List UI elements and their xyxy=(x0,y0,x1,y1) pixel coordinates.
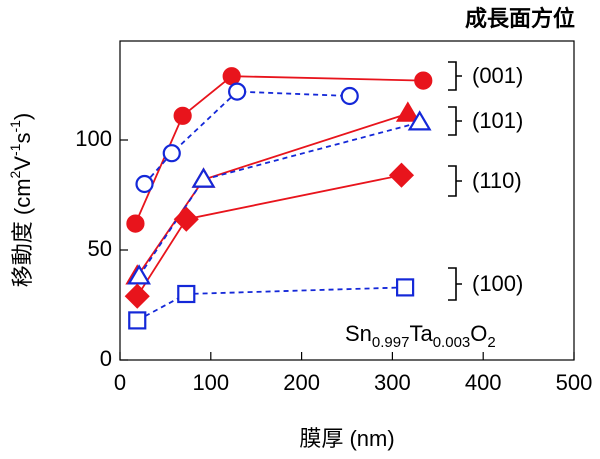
series-line xyxy=(134,75,424,224)
y-label-part: s xyxy=(10,133,35,144)
formula-sub: 0.997 xyxy=(372,334,410,351)
data-point xyxy=(177,284,196,304)
series-line xyxy=(136,112,409,277)
data-point xyxy=(127,264,151,285)
chart-title: 成長面方位 xyxy=(465,6,575,31)
data-point xyxy=(191,167,216,188)
series-line xyxy=(143,90,350,185)
x-tick-label: 300 xyxy=(374,370,411,395)
brackets xyxy=(448,61,462,301)
series-line xyxy=(136,174,402,297)
y-label-sup: -1 xyxy=(7,120,23,133)
formula-part: O xyxy=(470,321,487,346)
data-point xyxy=(395,101,420,122)
bracket xyxy=(448,61,462,91)
data-point xyxy=(388,162,415,188)
y-tick-label: 100 xyxy=(75,126,112,151)
plot-frame xyxy=(119,40,575,361)
data-point xyxy=(396,278,415,297)
orientation-label: (101) xyxy=(472,108,523,133)
data-point xyxy=(228,82,247,101)
y-label-part: 移動度 (cm xyxy=(10,178,35,287)
data-point xyxy=(135,174,154,194)
x-axis-label: 膜厚 (nm) xyxy=(299,426,394,451)
x-tick-label: 0 xyxy=(114,370,126,395)
bracket xyxy=(448,165,462,197)
y-label-sup: 2 xyxy=(7,170,23,178)
data-point xyxy=(173,206,199,232)
x-tick-label: 200 xyxy=(283,370,320,395)
x-tick-label: 100 xyxy=(192,370,229,395)
data-point xyxy=(340,86,359,106)
series-line xyxy=(138,121,420,277)
data-point xyxy=(124,283,150,309)
bracket xyxy=(448,106,462,136)
x-tick-label: 500 xyxy=(556,370,593,395)
y-label-part: V xyxy=(10,156,35,171)
data-point xyxy=(128,311,147,330)
orientation-label: (001) xyxy=(472,63,523,88)
y-axis-label: 移動度 (cm2V-1s-1) xyxy=(7,113,35,287)
y-label-part: ) xyxy=(10,113,35,120)
orientation-label: (110) xyxy=(472,168,522,193)
data-point xyxy=(222,67,241,86)
x-tick-label: 400 xyxy=(465,370,502,395)
data-point xyxy=(173,106,192,125)
bracket xyxy=(448,267,462,301)
orientation-label: (100) xyxy=(472,271,523,296)
formula: Sn0.997Ta0.003O2 xyxy=(345,321,496,351)
y-tick-label: 50 xyxy=(88,236,112,261)
data-point xyxy=(414,71,433,90)
formula-sub: 0.003 xyxy=(433,334,471,351)
data-point xyxy=(407,110,432,131)
y-label-sup: -1 xyxy=(7,143,23,156)
formula-sub: 2 xyxy=(487,334,495,351)
data-point xyxy=(126,214,145,233)
data-point xyxy=(162,144,181,163)
y-tick-label: 0 xyxy=(100,346,112,371)
formula-part: Sn xyxy=(345,321,372,346)
formula-part: Ta xyxy=(409,321,433,346)
